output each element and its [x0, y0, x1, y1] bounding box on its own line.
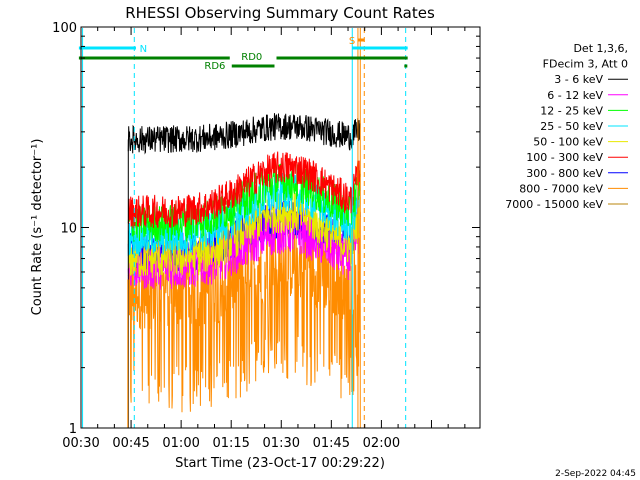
legend-header-line: Det 1,3,6,: [573, 42, 628, 55]
x-tick-label: 01:00: [162, 436, 199, 451]
legend: Det 1,3,6, FDecim 3, Att 0 3 - 6 keV 6 - 12…: [505, 42, 628, 211]
flag-label-s: S: [349, 36, 355, 47]
legend-label: 800 - 7000 keV: [519, 182, 603, 195]
legend-label: 25 - 50 keV: [540, 120, 603, 133]
footer-date: 2-Sep-2022 04:45: [555, 469, 636, 479]
series-line-100-300kev: [127, 151, 361, 229]
x-tick-label: 00:30: [62, 436, 99, 451]
y-tick-label: 10: [60, 222, 77, 237]
y-tick-label: 1: [69, 422, 77, 437]
flag-label-n: N: [140, 44, 147, 55]
vertical-markers: [82, 28, 407, 428]
x-tick-label: 01:30: [263, 436, 300, 451]
legend-label: 50 - 100 keV: [533, 136, 603, 149]
legend-header-line: FDecim 3, Att 0: [543, 58, 628, 71]
flag-label-rd6: RD6: [204, 61, 225, 72]
x-axis-title: Start Time (23-Oct-17 00:29:22): [175, 456, 385, 471]
status-flags: N S RD0 RD6: [78, 36, 408, 72]
axes: 1 10 100 00:30 00:45 01:00 01:15 01:30 01:45 02:0…: [52, 21, 481, 451]
plot-area: [127, 113, 361, 428]
legend-label: 3 - 6 keV: [554, 73, 603, 86]
y-tick-label: 100: [52, 21, 77, 36]
x-tick-label: 02:00: [363, 436, 400, 451]
legend-label: 300 - 800 keV: [526, 167, 603, 180]
x-tick-label: 00:45: [112, 436, 149, 451]
x-tick-label: 01:15: [212, 436, 249, 451]
x-tick-label: 01:45: [313, 436, 350, 451]
chart-title: RHESSI Observing Summary Count Rates: [125, 4, 435, 22]
y-axis-title: Count Rate (s⁻¹ detector⁻¹): [30, 139, 45, 316]
legend-label: 100 - 300 keV: [526, 151, 603, 164]
series-line-3-6kev: [127, 113, 361, 155]
series-line-6-12kev: [127, 210, 361, 290]
legend-label: 7000 - 15000 keV: [505, 198, 603, 211]
legend-label: 12 - 25 keV: [540, 104, 603, 117]
flag-label-rd0: RD0: [241, 52, 262, 63]
legend-label: 6 - 12 keV: [547, 89, 603, 102]
